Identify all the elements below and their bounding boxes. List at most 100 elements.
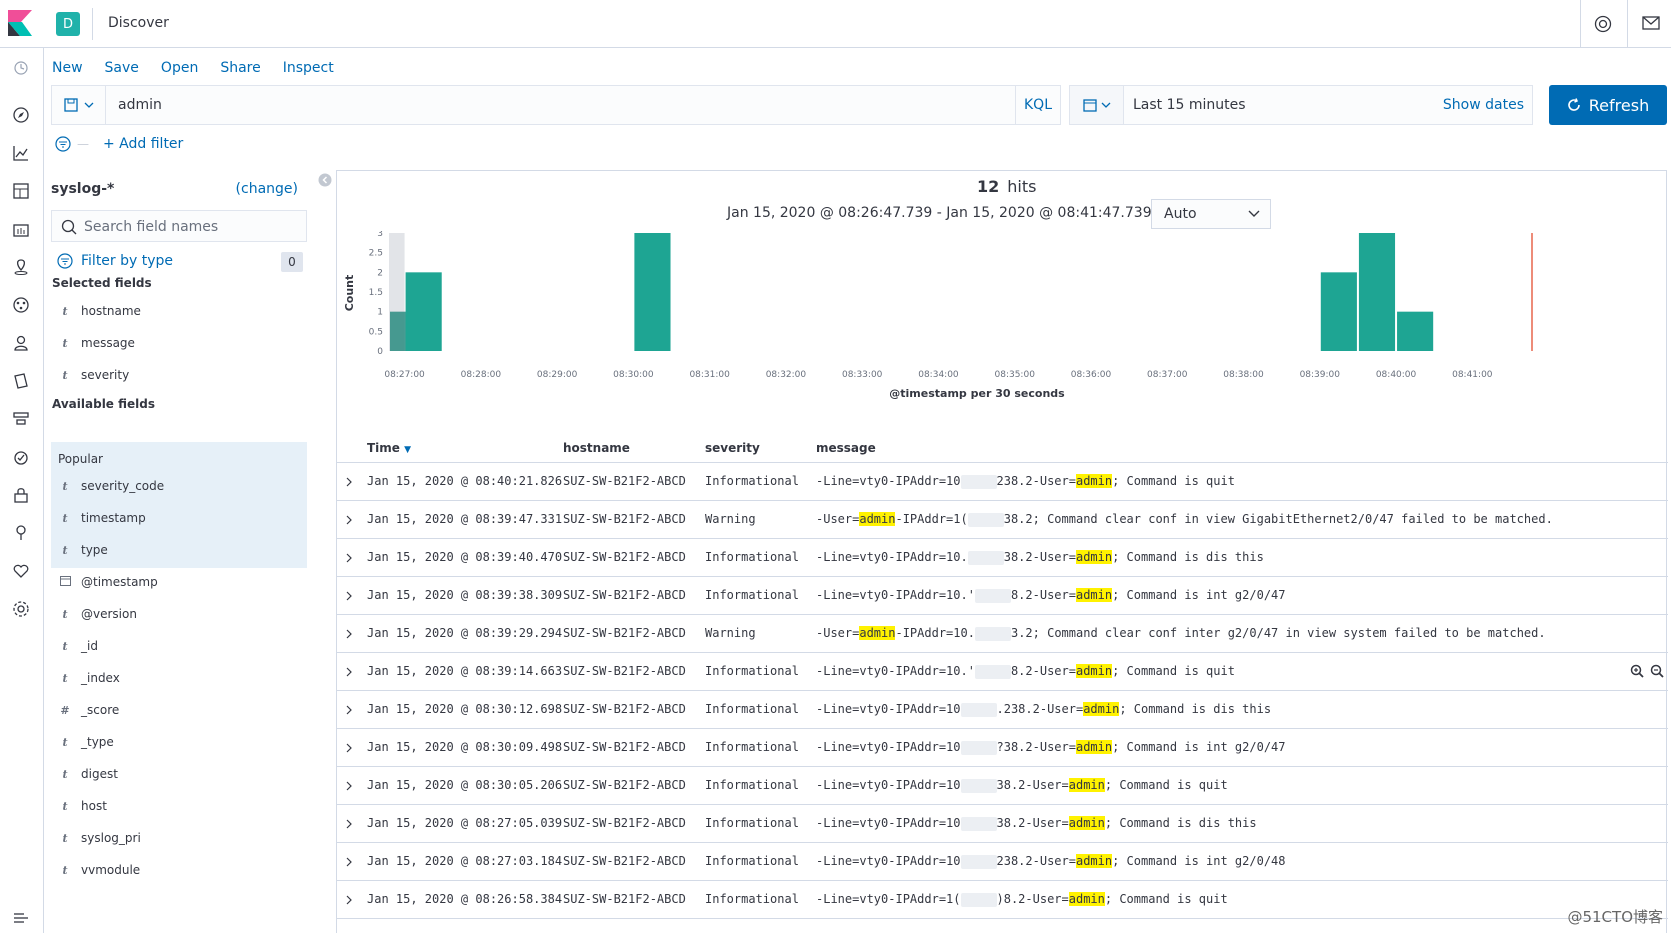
field-item[interactable]: t timestamp xyxy=(51,502,307,534)
quick-menu-button[interactable] xyxy=(1070,86,1124,124)
table-row[interactable]: Jan 15, 2020 @ 08:39:47.331 SUZ-SW-B21F2… xyxy=(337,501,1668,539)
field-item[interactable]: t _type xyxy=(51,726,307,758)
field-item[interactable]: t _index xyxy=(51,662,307,694)
add-filter-button[interactable]: + Add filter xyxy=(103,136,184,152)
field-item[interactable]: t type xyxy=(51,534,307,566)
table-row[interactable]: Jan 15, 2020 @ 08:39:29.294 SUZ-SW-B21F2… xyxy=(337,615,1668,653)
column-hostname[interactable]: hostname xyxy=(563,441,630,455)
search-input[interactable]: admin xyxy=(118,97,162,113)
column-time[interactable]: Time ▼ xyxy=(367,441,412,455)
cell-hostname: SUZ-SW-B21F2-ABCD xyxy=(563,778,686,792)
expand-row-icon[interactable] xyxy=(345,666,353,678)
field-item[interactable]: t _id xyxy=(51,630,307,662)
expand-row-icon[interactable] xyxy=(345,628,353,640)
divider xyxy=(92,8,93,40)
time-range-label[interactable]: Last 15 minutes xyxy=(1133,97,1246,113)
expand-row-icon[interactable] xyxy=(345,818,353,830)
column-severity[interactable]: severity xyxy=(705,441,760,455)
cell-time: Jan 15, 2020 @ 08:39:47.331 xyxy=(367,512,563,526)
field-item[interactable]: t host xyxy=(51,790,307,822)
x-tick-label: 08:31:00 xyxy=(689,370,730,380)
filter-options-icon[interactable] xyxy=(55,136,71,152)
field-item[interactable]: # _score xyxy=(51,694,307,726)
field-item[interactable]: t severity xyxy=(51,359,307,391)
mail-icon[interactable] xyxy=(1642,16,1660,30)
zoom-in-icon[interactable] xyxy=(1630,664,1644,678)
expand-row-icon[interactable] xyxy=(345,894,353,906)
popular-fields-group: Popular xyxy=(51,442,307,568)
cell-hostname: SUZ-SW-B21F2-ABCD xyxy=(563,816,686,830)
expand-row-icon[interactable] xyxy=(345,514,353,526)
field-item[interactable]: t syslog_pri xyxy=(51,822,307,854)
query-language-button[interactable]: KQL xyxy=(1015,86,1060,124)
refresh-button[interactable]: Refresh xyxy=(1549,85,1667,125)
devtools-icon[interactable] xyxy=(11,523,31,543)
expand-row-icon[interactable] xyxy=(345,476,353,488)
logs-icon[interactable] xyxy=(11,371,31,391)
field-item[interactable]: t severity_code xyxy=(51,470,307,502)
maps-icon[interactable] xyxy=(11,257,31,277)
security-icon[interactable] xyxy=(11,485,31,505)
dashboard-icon[interactable] xyxy=(11,181,31,201)
cell-time: Jan 15, 2020 @ 08:27:05.039 xyxy=(367,816,563,830)
expand-row-icon[interactable] xyxy=(345,704,353,716)
change-index-link[interactable]: (change) xyxy=(235,181,298,197)
collapse-nav-icon[interactable] xyxy=(11,908,31,928)
column-message[interactable]: message xyxy=(816,441,876,455)
expand-row-icon[interactable] xyxy=(345,590,353,602)
table-row[interactable]: Jan 15, 2020 @ 08:39:14.663 SUZ-SW-B21F2… xyxy=(337,653,1668,691)
canvas-icon[interactable] xyxy=(11,219,31,239)
show-dates-link[interactable]: Show dates xyxy=(1442,97,1524,113)
table-row[interactable]: Jan 15, 2020 @ 08:26:58.384 SUZ-SW-B21F2… xyxy=(337,881,1668,919)
space-avatar[interactable]: D xyxy=(56,12,80,36)
filter-by-type-button[interactable]: Filter by type 0 xyxy=(57,250,307,274)
table-row[interactable]: Jan 15, 2020 @ 08:30:05.206 SUZ-SW-B21F2… xyxy=(337,767,1668,805)
apm-icon[interactable] xyxy=(11,447,31,467)
uptime-icon[interactable] xyxy=(11,409,31,429)
ml-icon[interactable] xyxy=(11,295,31,315)
gear-icon[interactable] xyxy=(11,599,31,619)
table-row[interactable]: Jan 15, 2020 @ 08:30:09.498 SUZ-SW-B21F2… xyxy=(337,729,1668,767)
expand-row-icon[interactable] xyxy=(345,552,353,564)
visualize-icon[interactable] xyxy=(11,143,31,163)
saved-query-button[interactable] xyxy=(52,86,106,124)
zoom-out-icon[interactable] xyxy=(1650,664,1664,678)
field-item[interactable]: t vvmodule xyxy=(51,854,307,886)
field-item[interactable]: t @version xyxy=(51,598,307,630)
histogram-chart[interactable]: 0 0.5 1 1.5 2 2.5 3 Count 08:27:00 08:28:00 08:29:… xyxy=(337,231,1668,431)
cell-severity: Informational xyxy=(705,816,799,830)
discover-icon[interactable] xyxy=(11,105,31,125)
redacted-mask xyxy=(974,664,1011,679)
x-tick-label: 08:39:00 xyxy=(1300,370,1341,380)
expand-row-icon[interactable] xyxy=(345,742,353,754)
table-row[interactable]: Jan 15, 2020 @ 08:27:03.184 SUZ-SW-B21F2… xyxy=(337,843,1668,881)
field-item[interactable]: @timestamp xyxy=(51,566,307,598)
recent-icon[interactable] xyxy=(11,58,31,78)
menu-new[interactable]: New xyxy=(52,60,83,76)
table-row[interactable]: Jan 15, 2020 @ 08:30:12.698 SUZ-SW-B21F2… xyxy=(337,691,1668,729)
table-row[interactable]: Jan 15, 2020 @ 08:39:40.470 SUZ-SW-B21F2… xyxy=(337,539,1668,577)
expand-row-icon[interactable] xyxy=(345,780,353,792)
menu-share[interactable]: Share xyxy=(220,60,261,76)
menu-inspect[interactable]: Inspect xyxy=(282,60,334,76)
interval-select[interactable]: Auto xyxy=(1151,199,1271,229)
field-item[interactable]: t hostname xyxy=(51,295,307,327)
table-row[interactable]: Jan 15, 2020 @ 08:27:05.039 SUZ-SW-B21F2… xyxy=(337,805,1668,843)
monitoring-icon[interactable] xyxy=(11,561,31,581)
search-field-names-input[interactable]: Search field names xyxy=(51,210,307,242)
expand-row-icon[interactable] xyxy=(345,856,353,868)
table-row[interactable]: Jan 15, 2020 @ 08:40:21.826 SUZ-SW-B21F2… xyxy=(337,463,1668,501)
sort-down-icon[interactable]: ▼ xyxy=(404,445,412,455)
menu-save[interactable]: Save xyxy=(104,60,139,76)
menu-open[interactable]: Open xyxy=(160,60,199,76)
collapse-sidebar-icon[interactable] xyxy=(318,173,332,187)
cell-severity: Informational xyxy=(705,892,799,906)
kibana-logo-icon[interactable] xyxy=(8,10,32,36)
help-icon[interactable] xyxy=(1594,15,1612,33)
cell-message: -Line=vty0-IPAddr=1()8.2-User=admin; Com… xyxy=(816,892,1228,907)
field-item[interactable]: t message xyxy=(51,327,307,359)
field-item[interactable]: t digest xyxy=(51,758,307,790)
table-row[interactable]: Jan 15, 2020 @ 08:39:38.309 SUZ-SW-B21F2… xyxy=(337,577,1668,615)
siem-icon[interactable] xyxy=(11,333,31,353)
string-type-icon: t xyxy=(62,304,68,318)
